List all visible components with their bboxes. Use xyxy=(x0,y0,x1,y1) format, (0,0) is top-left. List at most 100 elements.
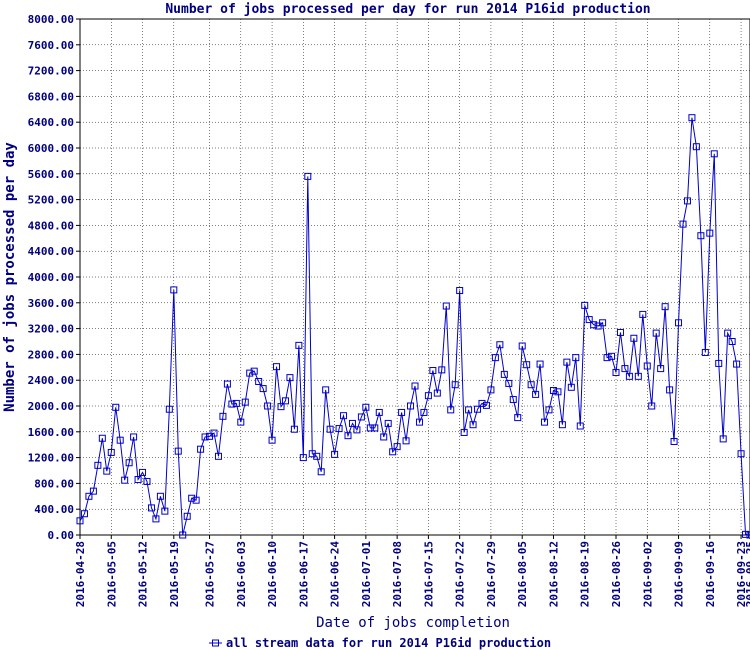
x-tick-label: 2016-06-03 xyxy=(235,541,248,607)
data-point xyxy=(389,448,397,456)
data-point xyxy=(380,433,388,441)
data-point xyxy=(616,328,624,336)
data-point xyxy=(174,447,182,455)
data-point xyxy=(509,396,517,404)
x-tick-label: 2016-06-24 xyxy=(329,541,342,608)
data-point xyxy=(737,450,745,458)
data-point xyxy=(170,286,178,294)
data-point xyxy=(268,436,276,444)
data-point xyxy=(375,408,383,416)
series-line xyxy=(79,117,750,536)
data-point xyxy=(474,405,482,413)
data-point xyxy=(219,412,227,420)
plot-area-frame xyxy=(79,18,750,536)
x-tick-label: 2016-08-12 xyxy=(547,541,560,607)
x-tick-label: 2016-07-29 xyxy=(485,541,498,607)
data-point xyxy=(639,310,647,318)
data-point xyxy=(340,412,348,420)
data-point xyxy=(710,150,718,158)
data-point xyxy=(152,515,160,523)
y-tick-label: 800.00 xyxy=(34,477,74,490)
y-tick-label: 1200.00 xyxy=(28,452,74,465)
y-tick-label: 7600.00 xyxy=(28,39,74,52)
data-point xyxy=(398,408,406,416)
data-point xyxy=(125,459,133,467)
y-axis: 0.00 400.00 800.00 1200.00 1600.00 2000.00 240… xyxy=(28,13,80,542)
y-tick-label: 4800.00 xyxy=(28,219,74,232)
data-point xyxy=(335,425,343,433)
chart-title: Number of jobs processed per day for run… xyxy=(165,2,650,17)
y-axis-label: Number of jobs processed per day xyxy=(2,142,18,412)
data-series xyxy=(76,114,750,539)
data-point xyxy=(424,392,432,400)
data-point xyxy=(447,406,455,414)
x-tick-label: 2016-06-10 xyxy=(266,541,279,607)
data-point xyxy=(612,368,620,376)
data-point xyxy=(130,433,138,441)
x-tick-label: 2016-07-01 xyxy=(360,541,373,608)
x-tick-label: 2016-05-19 xyxy=(168,541,181,607)
data-point xyxy=(661,303,669,311)
data-point xyxy=(295,341,303,349)
data-point xyxy=(201,433,209,441)
data-point xyxy=(688,114,696,122)
data-point xyxy=(666,386,674,394)
data-point xyxy=(317,468,325,476)
data-point xyxy=(237,418,245,426)
data-point xyxy=(500,370,508,378)
data-point xyxy=(554,388,562,396)
data-point xyxy=(706,229,714,237)
data-point xyxy=(724,329,732,337)
data-point xyxy=(348,419,356,427)
data-point xyxy=(210,429,218,437)
data-point xyxy=(429,367,437,375)
x-tick-label: 2016-09-16 xyxy=(704,541,717,608)
x-tick-label: 2016-05-27 xyxy=(204,541,217,607)
data-point xyxy=(344,432,352,440)
data-point xyxy=(290,425,298,433)
data-point xyxy=(465,406,473,414)
grid xyxy=(79,18,750,536)
data-point xyxy=(746,531,750,539)
data-point xyxy=(478,399,486,407)
data-point xyxy=(143,477,151,485)
data-point xyxy=(232,399,240,407)
x-tick-label: 2016-05-12 xyxy=(137,541,150,607)
data-point xyxy=(161,507,169,515)
data-point xyxy=(505,379,513,387)
x-tick-label: 2016-04-28 xyxy=(74,541,87,607)
data-point xyxy=(214,452,222,460)
x-tick-label: 2016-08-19 xyxy=(579,541,592,607)
data-point xyxy=(371,424,379,432)
data-point xyxy=(147,504,155,512)
data-point xyxy=(112,403,120,411)
y-tick-label: 5200.00 xyxy=(28,194,74,207)
data-point xyxy=(362,403,370,411)
y-tick-label: 2800.00 xyxy=(28,348,74,361)
data-point xyxy=(675,319,683,327)
data-point xyxy=(442,302,450,310)
legend-label: all stream data for run 2014 P16id produ… xyxy=(226,636,551,650)
data-point xyxy=(523,361,531,369)
data-point xyxy=(304,172,312,180)
y-tick-label: 2000.00 xyxy=(28,400,74,413)
data-point xyxy=(183,512,191,520)
data-point xyxy=(648,402,656,410)
data-point xyxy=(264,402,272,410)
data-point xyxy=(407,402,415,410)
data-point xyxy=(590,321,598,329)
data-point xyxy=(393,443,401,451)
y-tick-label: 6800.00 xyxy=(28,90,74,103)
data-point xyxy=(85,492,93,500)
data-point xyxy=(567,383,575,391)
data-point xyxy=(719,435,727,443)
data-point xyxy=(134,476,142,484)
x-tick-label: 2016-09-09 xyxy=(673,541,686,607)
y-tick-label: 7200.00 xyxy=(28,65,74,78)
y-tick-label: 3200.00 xyxy=(28,323,74,336)
y-tick-label: 2400.00 xyxy=(28,374,74,387)
data-point xyxy=(384,419,392,427)
x-tick-label: 2016-08-05 xyxy=(516,541,529,607)
data-point xyxy=(281,397,289,405)
y-tick-label: 4400.00 xyxy=(28,245,74,258)
